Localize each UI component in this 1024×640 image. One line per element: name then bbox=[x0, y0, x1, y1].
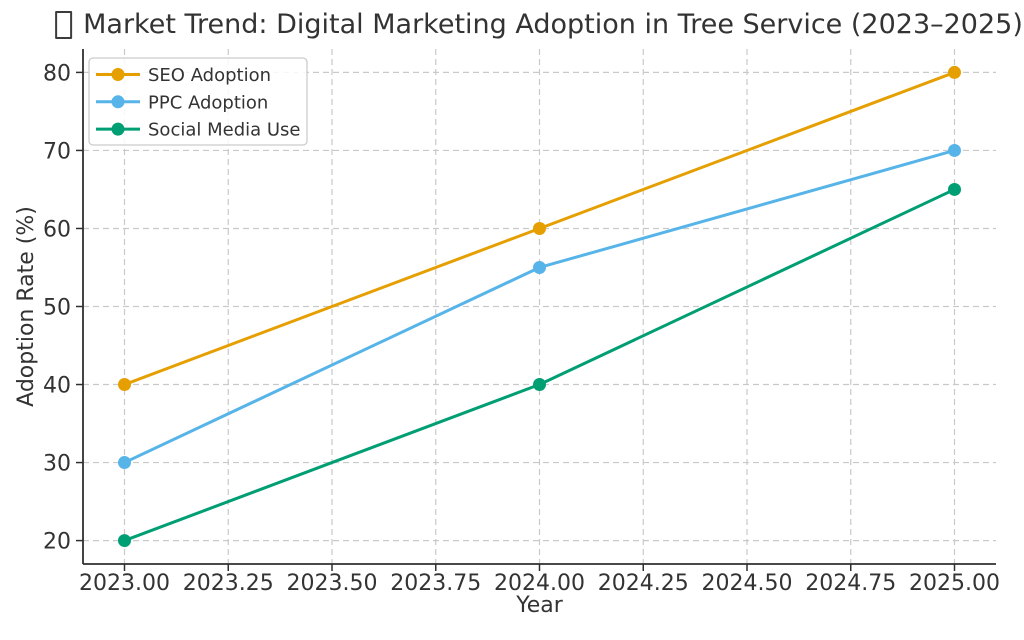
data-point-social-media-use-2025 bbox=[948, 182, 961, 196]
x-axis-tick-label: 2023.50 bbox=[287, 571, 378, 596]
legend-label-ppc-adoption: PPC Adoption bbox=[148, 92, 268, 113]
data-point-seo-adoption-2024 bbox=[533, 221, 546, 235]
legend-label-seo-adoption: SEO Adoption bbox=[148, 65, 271, 86]
y-axis-label: Adoption Rate (%) bbox=[14, 206, 39, 407]
y-axis-tick-label: 60 bbox=[43, 217, 71, 242]
data-point-seo-adoption-2025 bbox=[948, 65, 961, 79]
data-point-seo-adoption-2023 bbox=[118, 378, 131, 392]
data-point-ppc-adoption-2024 bbox=[533, 260, 546, 274]
legend-marker-ppc-adoption bbox=[111, 95, 125, 109]
chart-title-text: Market Trend: Digital Marketing Adoption… bbox=[83, 9, 1023, 40]
x-axis-tick-label: 2024.00 bbox=[494, 571, 585, 596]
x-axis-tick-label: 2023.25 bbox=[183, 571, 274, 596]
x-axis-tick-label: 2023.75 bbox=[390, 571, 481, 596]
chart-title: Market Trend: Digital Marketing Adoption… bbox=[55, 9, 1023, 40]
data-point-ppc-adoption-2025 bbox=[948, 143, 961, 157]
y-axis-tick-label: 70 bbox=[43, 139, 71, 164]
data-point-social-media-use-2023 bbox=[118, 534, 131, 548]
legend-marker-social-media-use bbox=[111, 122, 125, 136]
x-axis-tick-label: 2025.00 bbox=[909, 571, 1000, 596]
data-point-ppc-adoption-2023 bbox=[118, 456, 131, 470]
y-axis-tick-label: 80 bbox=[43, 61, 71, 86]
x-axis-tick-label: 2024.25 bbox=[598, 571, 689, 596]
bar-chart-emoji-missing-glyph-icon bbox=[55, 10, 73, 39]
x-axis-tick-label: 2024.75 bbox=[805, 571, 896, 596]
x-axis-tick-label: 2024.50 bbox=[702, 571, 793, 596]
y-axis-tick-label: 30 bbox=[43, 452, 71, 477]
legend-box bbox=[88, 57, 308, 146]
legend-marker-seo-adoption bbox=[111, 68, 125, 81]
legend-label-social-media-use: Social Media Use bbox=[148, 120, 301, 141]
data-point-social-media-use-2024 bbox=[533, 378, 546, 392]
x-axis-label: Year bbox=[515, 593, 564, 618]
y-axis-tick-label: 20 bbox=[43, 530, 71, 555]
y-axis-tick-label: 40 bbox=[43, 374, 71, 399]
x-axis-tick-label: 2023.00 bbox=[79, 571, 170, 596]
y-axis-tick-label: 50 bbox=[43, 296, 71, 321]
